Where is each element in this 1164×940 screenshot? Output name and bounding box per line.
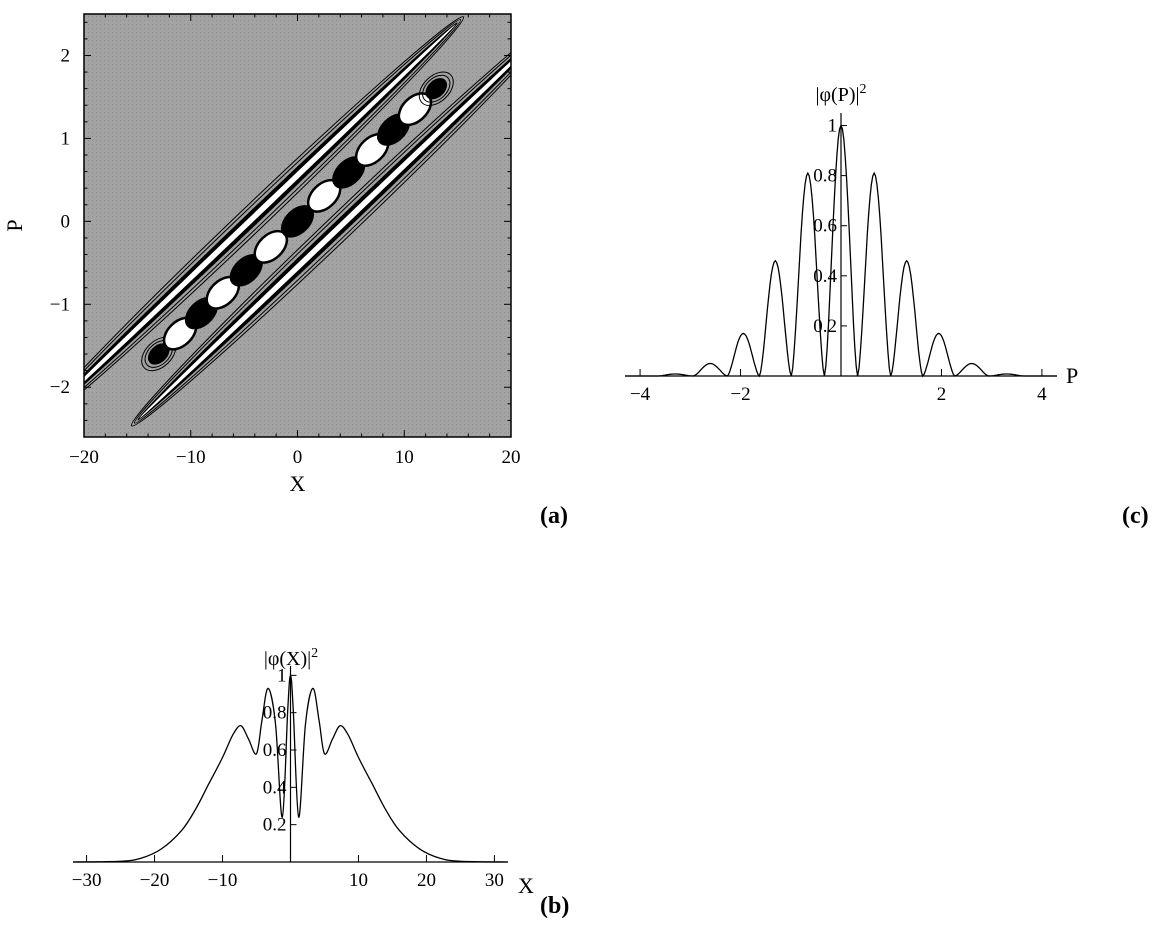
panel-tag-c: (c) bbox=[1122, 503, 1149, 529]
y-tick-label: 1 bbox=[828, 116, 838, 137]
y-tick-label: 0.2 bbox=[263, 815, 287, 836]
x-tick-label: −10 bbox=[208, 870, 238, 891]
y-axis-label-a: P bbox=[2, 219, 27, 231]
line-plot-b: −30 −20 −10 10 20 300.20.40.60.81 |φ(X)|2 X (… bbox=[72, 646, 570, 919]
y-tick-label: 0.6 bbox=[263, 740, 287, 761]
y-axis-label-c-base: |φ(P)| bbox=[816, 84, 860, 106]
y-axis-label-b-sup: 2 bbox=[311, 646, 318, 661]
x-tick-label: 20 bbox=[417, 870, 436, 891]
y-tick-label: 0.8 bbox=[813, 166, 837, 187]
x-tick-label: −20 bbox=[69, 447, 99, 468]
x-tick-label: −30 bbox=[72, 870, 102, 891]
y-axis-label-b-base: |φ(X)| bbox=[264, 648, 311, 670]
x-axis-label-b: X bbox=[518, 873, 534, 898]
y-tick-label: 2 bbox=[61, 45, 71, 66]
line-plot-c: −4 −2 2 40.20.40.60.81 |φ(P)|2 P (c) bbox=[625, 82, 1149, 529]
y-axis-label-b: |φ(X)|2 bbox=[264, 646, 318, 670]
x-axis-label-a: X bbox=[290, 471, 306, 496]
x-tick-label: 10 bbox=[349, 870, 368, 891]
y-axis-label-c-sup: 2 bbox=[860, 82, 867, 97]
x-tick-label: 30 bbox=[485, 870, 504, 891]
x-tick-label: −20 bbox=[140, 870, 170, 891]
y-tick-label: 0 bbox=[61, 211, 71, 232]
x-tick-label: 4 bbox=[1037, 384, 1047, 405]
y-tick-label: 1 bbox=[61, 128, 71, 149]
y-tick-label: 0.4 bbox=[263, 777, 287, 798]
x-tick-label: −2 bbox=[730, 384, 750, 405]
panel-tag-b: (b) bbox=[540, 893, 569, 919]
x-tick-label: −10 bbox=[176, 447, 206, 468]
x-tick-label: 0 bbox=[293, 447, 303, 468]
x-axis-label-c: P bbox=[1066, 363, 1078, 388]
y-tick-label: −1 bbox=[50, 294, 70, 315]
x-tick-label: −4 bbox=[630, 384, 651, 405]
y-axis-label-c: |φ(P)|2 bbox=[816, 82, 867, 106]
x-tick-label: 20 bbox=[502, 447, 521, 468]
y-tick-label: −2 bbox=[50, 377, 70, 398]
x-tick-label: 2 bbox=[937, 384, 947, 405]
panel-tag-a: (a) bbox=[540, 503, 568, 529]
x-tick-label: 10 bbox=[395, 447, 414, 468]
y-tick-label: 0.2 bbox=[813, 316, 837, 337]
